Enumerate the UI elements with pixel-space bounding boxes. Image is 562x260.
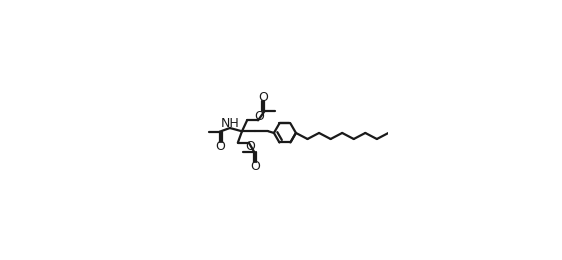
- Text: NH: NH: [221, 118, 239, 131]
- Text: O: O: [216, 140, 225, 153]
- Text: O: O: [259, 91, 269, 104]
- Text: O: O: [251, 160, 260, 173]
- Text: O: O: [254, 110, 264, 123]
- Text: O: O: [245, 140, 255, 153]
